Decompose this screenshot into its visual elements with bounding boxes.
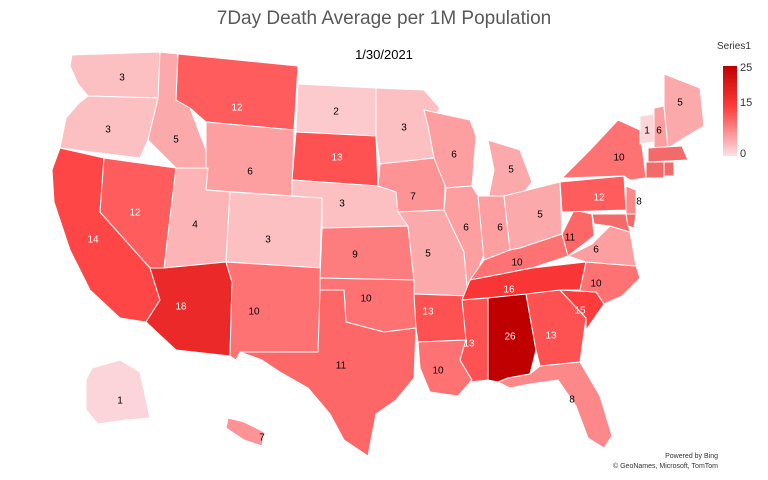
state-wa (69, 51, 161, 99)
state-value-label: 2 (333, 107, 339, 118)
map-subtitle: 1/30/2021 (355, 47, 413, 62)
state-value-label: 13 (463, 339, 475, 350)
state-value-label: 10 (613, 153, 625, 164)
state-value-label: 10 (360, 294, 372, 305)
state-value-label: 3 (105, 125, 111, 136)
state-value-label: 6 (451, 150, 457, 161)
attribution-powered-by: Powered by Bing (665, 453, 718, 460)
state-tx (239, 289, 417, 457)
attribution-credits: © GeoNames, Microsoft, TomTom (613, 463, 718, 470)
state-value-label: 6 (463, 223, 469, 234)
state-fl (497, 361, 613, 449)
state-value-label: 11 (336, 361, 347, 372)
state-value-label: 3 (339, 199, 345, 210)
state-value-label: 10 (248, 307, 260, 318)
state-value-label: 12 (129, 208, 141, 219)
state-md (591, 213, 631, 233)
legend-min-label: 0 (740, 148, 747, 160)
state-value-label: 26 (504, 332, 516, 343)
state-value-label: 12 (593, 193, 605, 204)
state-de (625, 213, 637, 229)
state-ar (413, 293, 469, 343)
state-co (225, 191, 323, 269)
state-value-label: 5 (677, 98, 683, 109)
state-nj (625, 185, 637, 217)
state-me (663, 73, 705, 149)
state-ct (645, 161, 665, 179)
legend-color-scale (723, 66, 737, 156)
state-value-label: 15 (574, 306, 586, 317)
state-az (145, 261, 233, 357)
legend-title: Series1 (717, 41, 751, 52)
state-value-label: 5 (508, 165, 514, 176)
state-value-label: 1 (644, 126, 650, 137)
state-value-label: 6 (656, 126, 662, 137)
state-value-label: 16 (503, 285, 515, 296)
state-ma (647, 145, 689, 163)
state-value-label: 18 (175, 302, 187, 313)
state-value-label: 9 (352, 250, 358, 261)
state-value-label: 7 (410, 192, 416, 203)
state-value-label: 14 (87, 235, 99, 246)
state-value-label: 10 (511, 258, 523, 269)
state-value-label: 5 (537, 210, 543, 221)
state-value-label: 13 (331, 153, 343, 164)
state-wy (205, 121, 295, 197)
legend-mid-label: 15 (740, 97, 753, 109)
map-title: 7Day Death Average per 1M Population (216, 8, 552, 29)
state-value-label: 6 (593, 245, 599, 256)
state-nm (225, 261, 323, 361)
state-value-label: 5 (425, 249, 431, 260)
state-value-label: 8 (569, 395, 575, 406)
state-value-label: 8 (636, 197, 642, 208)
legend-max-label: 25 (740, 62, 753, 74)
state-ks (319, 225, 415, 281)
state-value-label: 6 (497, 223, 503, 234)
state-ri (663, 161, 675, 177)
state-value-label: 5 (173, 135, 179, 146)
state-value-label: 10 (590, 279, 602, 290)
state-value-label: 10 (432, 366, 444, 377)
state-value-label: 13 (545, 331, 557, 342)
state-value-label: 7 (259, 433, 265, 444)
state-value-label: 13 (422, 307, 434, 318)
state-value-label: 12 (231, 103, 243, 114)
state-wv (561, 209, 595, 257)
state-hi (225, 417, 265, 447)
state-value-label: 1 (117, 396, 123, 407)
state-value-label: 11 (565, 233, 576, 244)
state-ak (85, 359, 151, 425)
state-value-label: 3 (265, 235, 271, 246)
state-value-label: 3 (401, 123, 407, 134)
state-value-label: 6 (247, 167, 253, 178)
state-value-label: 3 (119, 73, 125, 84)
state-ny (561, 119, 647, 181)
state-value-label: 4 (192, 220, 198, 231)
